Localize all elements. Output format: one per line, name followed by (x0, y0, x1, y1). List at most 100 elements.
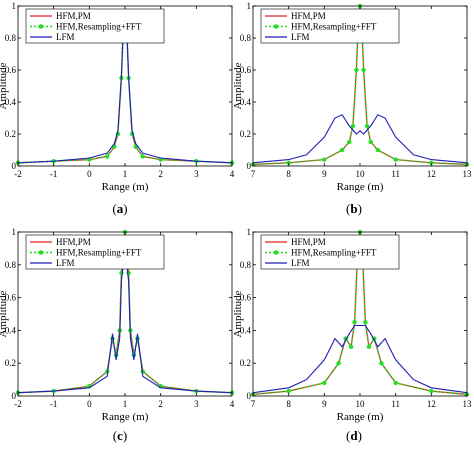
x-tick-label-d-1: 8 (286, 399, 291, 409)
y-tick-label-d-0: 0 (247, 391, 252, 401)
series-line-b-1 (252, 5, 468, 166)
x-axis-label-a: Range (m) (102, 181, 149, 193)
y-tick-label-d-2: 0.4 (240, 325, 252, 335)
legend-label-d-2: LFM (291, 258, 310, 268)
y-tick-label-a-5: 1 (12, 1, 17, 11)
series-line-d-2 (252, 324, 468, 394)
x-tick-label-c-0: -2 (14, 399, 22, 409)
legend-label-c-2: LFM (56, 258, 75, 268)
panel-caption-a: (a) (112, 201, 128, 216)
series-point-d-3 (336, 361, 341, 366)
series-point-b-15 (429, 160, 434, 165)
panel-caption-b: (b) (346, 201, 362, 216)
x-axis-label-c: Range (m) (102, 411, 149, 423)
series-point-d-13 (379, 361, 384, 366)
y-tick-label-d-3: 0.6 (240, 293, 252, 303)
series-point-b-4 (347, 139, 352, 145)
chart-panel-b: 7 8 9 10 11 12 13 0 0.2 0.4 0.6 0.8 1 Range (m) Amplit… (232, 1, 472, 193)
legend-label-c-0: HFM,PM (56, 237, 91, 247)
y-tick-label-c-2: 0.4 (5, 325, 17, 335)
x-tick-label-a-6: 4 (230, 169, 235, 179)
x-tick-label-d-6: 13 (463, 399, 473, 409)
y-tick-label-a-4: 0.8 (5, 33, 17, 43)
legend-label-a-1: HFM,Resampling+FFT (56, 22, 142, 32)
series-line-d-1 (252, 231, 468, 396)
y-tick-label-c-3: 0.6 (5, 293, 17, 303)
panel-caption-d: (d) (346, 428, 362, 443)
x-tick-label-d-3: 10 (356, 399, 366, 409)
x-tick-label-c-5: 3 (194, 399, 199, 409)
y-axis-label-b: Amplitude (232, 62, 244, 109)
series-point-d-10 (363, 320, 368, 325)
series-point-b-12 (368, 139, 373, 145)
x-tick-label-a-5: 3 (194, 169, 199, 179)
x-tick-label-a-4: 2 (158, 169, 163, 179)
x-tick-label-d-4: 11 (391, 399, 400, 409)
x-tick-label-b-2: 9 (322, 169, 327, 179)
legend-label-d-0: HFM,PM (291, 237, 326, 247)
x-tick-label-d-0: 7 (251, 399, 256, 409)
legend-label-a-2: LFM (56, 32, 75, 42)
y-axis-label-d: Amplitude (232, 290, 244, 337)
y-tick-label-d-5: 1 (247, 227, 252, 237)
y-tick-label-c-0: 0 (12, 391, 17, 401)
y-tick-label-c-4: 0.8 (5, 260, 17, 270)
x-tick-label-c-2: 0 (87, 399, 92, 409)
legend-label-b-2: LFM (291, 32, 310, 42)
x-tick-label-a-0: -2 (14, 169, 22, 179)
series-point-b-3 (340, 147, 345, 153)
x-tick-label-b-6: 13 (463, 169, 473, 179)
legend-label-d-1: HFM,Resampling+FFT (291, 248, 377, 258)
y-tick-label-b-1: 0.2 (240, 129, 251, 139)
series-point-a-3 (105, 154, 110, 159)
legend-marker-c (38, 250, 44, 255)
legend-label-a-0: HFM,PM (56, 11, 91, 21)
y-tick-label-b-2: 0.4 (240, 97, 252, 107)
x-tick-label-c-6: 4 (230, 399, 235, 409)
y-tick-label-b-0: 0 (247, 161, 252, 171)
series-point-b-14 (393, 157, 398, 162)
y-tick-label-d-1: 0.2 (240, 358, 251, 368)
x-tick-label-d-5: 12 (427, 399, 436, 409)
series-point-a-13 (140, 154, 145, 159)
legend-label-b-1: HFM,Resampling+FFT (291, 22, 377, 32)
series-point-b-5 (350, 123, 356, 129)
series-point-b-10 (361, 67, 366, 73)
y-tick-label-c-1: 0.2 (5, 358, 16, 368)
x-tick-label-d-2: 9 (322, 399, 327, 409)
series-point-d-5 (348, 344, 354, 349)
x-tick-label-b-0: 7 (251, 169, 256, 179)
chart-panel-d: 7 8 9 10 11 12 13 0 0.2 0.4 0.6 0.8 1 Range (m) Amplit… (232, 227, 472, 423)
x-tick-label-a-2: 0 (87, 169, 92, 179)
series-point-b-2 (322, 157, 327, 162)
series-point-b-13 (375, 147, 380, 153)
series-point-d-1 (286, 388, 291, 394)
x-tick-label-c-4: 2 (158, 399, 163, 409)
y-tick-label-b-4: 0.8 (240, 33, 252, 43)
series-point-b-6 (354, 67, 359, 73)
series-point-d-14 (393, 380, 398, 386)
y-tick-label-a-3: 0.6 (5, 65, 17, 75)
x-axis-label-b: Range (m) (337, 181, 384, 193)
legend-label-c-1: HFM,Resampling+FFT (56, 248, 142, 258)
legend-label-b-0: HFM,PM (291, 11, 326, 21)
panel-caption-c: (c) (112, 428, 128, 443)
series-line-b-2 (252, 114, 468, 164)
y-tick-label-c-5: 1 (12, 227, 17, 237)
y-tick-label-d-4: 0.8 (240, 260, 252, 270)
x-tick-label-b-5: 12 (427, 169, 436, 179)
series-point-d-2 (322, 380, 327, 386)
y-axis-label-c: Amplitude (0, 290, 9, 337)
legend-marker-b (273, 24, 279, 29)
series-point-d-15 (429, 388, 434, 394)
chart-panel-c: -2 -1 0 1 2 3 4 0 0.2 0.4 0.6 0.8 1 Range (m) Amplitud… (0, 227, 235, 423)
series-point-d-11 (366, 344, 372, 349)
x-tick-label-c-3: 1 (123, 399, 128, 409)
x-tick-label-a-3: 1 (123, 169, 128, 179)
y-axis-label-a: Amplitude (0, 62, 9, 109)
y-tick-label-a-2: 0.4 (5, 97, 17, 107)
legend-marker-d (273, 250, 279, 255)
series-point-b-1 (286, 160, 291, 165)
y-tick-label-a-1: 0.2 (5, 129, 16, 139)
